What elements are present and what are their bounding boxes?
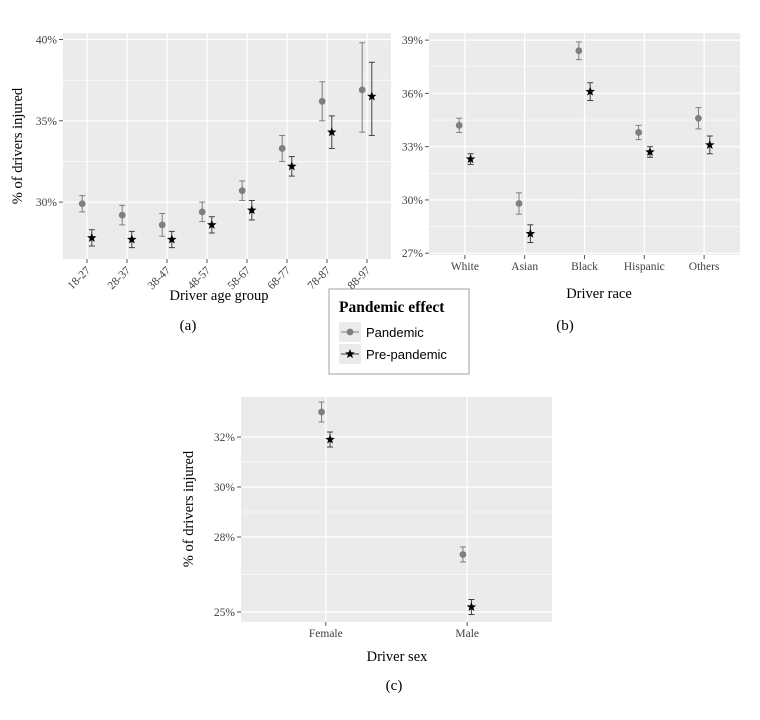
y-tick-label: 39% <box>402 35 424 47</box>
point-pre-pandemic <box>645 146 655 157</box>
point-pandemic <box>695 114 702 122</box>
chart-panel-age: 30%35%40%18-27 28-37 38-47 48-57 58-67 68-77 7… <box>10 33 391 334</box>
x-tick-label: Male <box>455 628 479 640</box>
point-pre-pandemic <box>585 86 595 96</box>
point-pandemic <box>635 129 643 136</box>
x-tick-label: Asian <box>511 261 538 273</box>
point-pre-pandemic <box>207 219 217 229</box>
panel-caption: (a) <box>180 318 197 334</box>
point-pre-pandemic <box>466 602 477 612</box>
point-pandemic <box>358 86 366 94</box>
x-axis-title: Driver age group <box>169 288 268 304</box>
y-tick-label: 30% <box>36 197 58 209</box>
y-tick-label: 35% <box>36 116 58 128</box>
y-tick-label: 28% <box>214 532 236 544</box>
y-tick-label: 25% <box>214 607 236 619</box>
point-pandemic <box>575 47 583 55</box>
y-axis-title: % of drivers injured <box>181 450 197 567</box>
point-pre-pandemic <box>327 127 337 137</box>
point-pre-pandemic <box>525 228 536 238</box>
x-tick-label: Hispanic <box>624 261 665 273</box>
x-axis-title: Driver sex <box>367 649 429 665</box>
legend: Pandemic effect Pandemic Pre-pandemic <box>328 288 470 375</box>
point-pandemic <box>158 221 166 229</box>
chart-panel-sex: 25% 28% 30% 32% Female Male Driver sex % of dri… <box>181 397 552 694</box>
point-pandemic <box>459 551 467 558</box>
point-pandemic <box>78 200 86 208</box>
point-pre-pandemic <box>705 139 715 149</box>
point-pre-pandemic <box>247 205 257 215</box>
point-pandemic <box>198 208 206 216</box>
point-pre-pandemic <box>167 234 177 244</box>
x-tick-label: Female <box>309 628 343 640</box>
point-pre-pandemic <box>367 91 377 101</box>
y-tick-label: 32% <box>214 432 236 444</box>
x-tick-label: White <box>451 261 479 273</box>
x-tick-label: 18-27 <box>66 264 94 292</box>
panel-caption: (b) <box>556 318 574 334</box>
x-tick-label: 28-37 <box>106 264 134 292</box>
x-tick-label: Others <box>689 261 720 273</box>
point-pandemic <box>515 200 523 207</box>
point-pandemic <box>118 211 126 219</box>
legend-title: Pandemic effect <box>339 299 445 316</box>
legend-pre-pandemic-marker <box>345 349 355 359</box>
legend-pandemic-marker <box>346 328 354 336</box>
x-tick-label: 78-87 <box>306 264 334 292</box>
point-pandemic <box>238 187 246 195</box>
x-tick-label: 88-97 <box>346 264 374 292</box>
point-pandemic <box>318 97 326 105</box>
panel-caption: (c) <box>386 678 403 694</box>
x-tick-label: Black <box>571 261 598 273</box>
point-pre-pandemic <box>127 234 137 244</box>
x-tick-label: 68-77 <box>266 264 294 292</box>
legend-label-pre-pandemic: Pre-pandemic <box>366 347 447 362</box>
point-pre-pandemic <box>287 161 297 171</box>
y-tick-label: 40% <box>36 35 58 47</box>
plot-background <box>63 33 391 259</box>
point-pre-pandemic <box>465 154 476 164</box>
y-tick-label: 36% <box>402 88 424 100</box>
chart-panel-race: 27% 30% 33% 36% 39% White Asian Black Hispanic Ot… <box>402 33 740 334</box>
x-axis-title: Driver race <box>566 286 632 302</box>
point-pandemic <box>455 121 463 129</box>
point-pre-pandemic <box>325 434 335 444</box>
y-tick-label: 30% <box>402 195 424 207</box>
y-tick-label: 30% <box>214 482 236 494</box>
point-pandemic <box>278 145 286 152</box>
legend-label-pandemic: Pandemic <box>366 325 424 340</box>
point-pandemic <box>318 408 325 416</box>
y-axis-title: % of drivers injured <box>10 87 26 204</box>
y-tick-label: 33% <box>402 142 424 154</box>
y-tick-label: 27% <box>402 248 424 260</box>
plot-background <box>241 397 552 622</box>
point-pre-pandemic <box>87 232 97 242</box>
